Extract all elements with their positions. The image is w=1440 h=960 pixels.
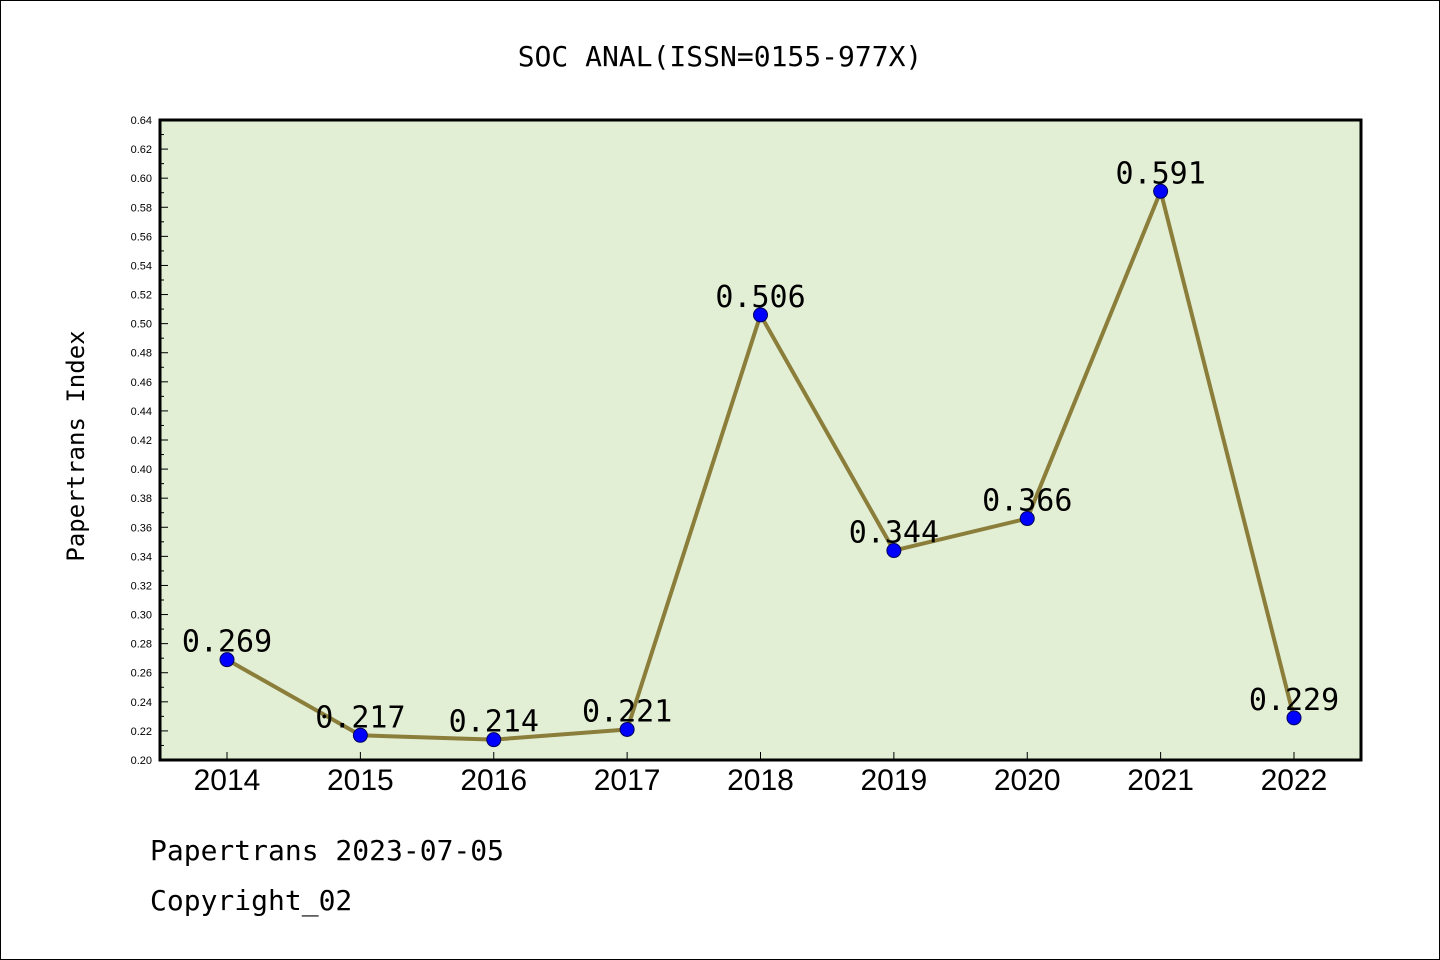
y-tick-label: 0.26 [131,668,152,680]
y-tick-label: 0.40 [131,464,152,476]
data-label-2018: 0.506 [715,280,805,315]
data-point-2017 [619,721,635,737]
data-label-2017: 0.221 [582,694,672,729]
data-point-2019 [886,543,902,559]
x-tick-label: 2017 [594,764,661,797]
y-tick-label: 0.58 [131,202,152,214]
data-point-2016 [486,732,502,748]
y-tick-label: 0.22 [131,726,152,738]
y-tick-label: 0.48 [131,348,152,360]
data-label-2016: 0.214 [449,705,539,740]
plot-border [158,118,1363,762]
y-tick-label: 0.34 [131,551,152,563]
x-tick-label: 2016 [460,764,527,797]
x-tick-label: 2022 [1261,764,1328,797]
data-label-2014: 0.269 [182,625,272,660]
data-point-2020 [1019,511,1035,527]
y-tick-label: 0.52 [131,290,152,302]
data-label-2021: 0.591 [1115,156,1205,191]
y-tick-label: 0.38 [131,493,152,505]
y-tick-label: 0.64 [131,115,152,127]
data-label-2019: 0.344 [849,516,939,551]
y-tick-label: 0.32 [131,580,152,592]
data-point-2021 [1153,183,1169,199]
x-axis-ticks: 2014 2015 2016 2017 2018 2019 2020 2021 2022 [194,752,1328,797]
y-tick-label: 0.42 [131,435,152,447]
x-tick-label: 2021 [1127,764,1194,797]
y-tick-label: 0.62 [131,144,152,156]
x-tick-label: 2020 [994,764,1061,797]
y-tick-label: 0.44 [131,406,152,418]
data-point-2015 [352,727,368,743]
y-tick-label: 0.36 [131,522,152,534]
x-tick-label: 2015 [327,764,394,797]
plot-area [160,120,1361,760]
y-tick-label: 0.20 [131,755,152,767]
data-point-2014 [219,652,235,668]
x-tick-label: 2019 [861,764,928,797]
data-label-2020: 0.366 [982,484,1072,519]
data-point-2018 [753,307,768,323]
data-labels: 0.269 0.217 0.214 0.221 0.506 0.344 0.366 0.591… [182,156,1339,739]
footer-copyright: Copyright_02 [150,884,353,917]
x-tick-label: 2014 [194,764,261,797]
data-points [219,183,1302,748]
y-tick-label: 0.54 [131,260,152,272]
footer-date: Papertrans 2023-07-05 [150,834,505,867]
y-tick-label: 0.60 [131,173,152,185]
y-tick-label: 0.30 [131,610,152,622]
y-tick-label: 0.50 [131,319,152,331]
y-tick-label: 0.28 [131,639,152,651]
data-label-2022: 0.229 [1249,683,1339,718]
data-point-2022 [1286,710,1302,726]
y-tick-label: 0.56 [131,231,152,243]
chart-title: SOC ANAL(ISSN=0155-977X) [518,40,923,73]
data-label-2015: 0.217 [315,700,405,735]
y-tick-label: 0.24 [131,697,152,709]
x-tick-label: 2018 [727,764,794,797]
y-axis-label: Papertrans Index [62,330,90,561]
y-tick-label: 0.46 [131,377,152,389]
